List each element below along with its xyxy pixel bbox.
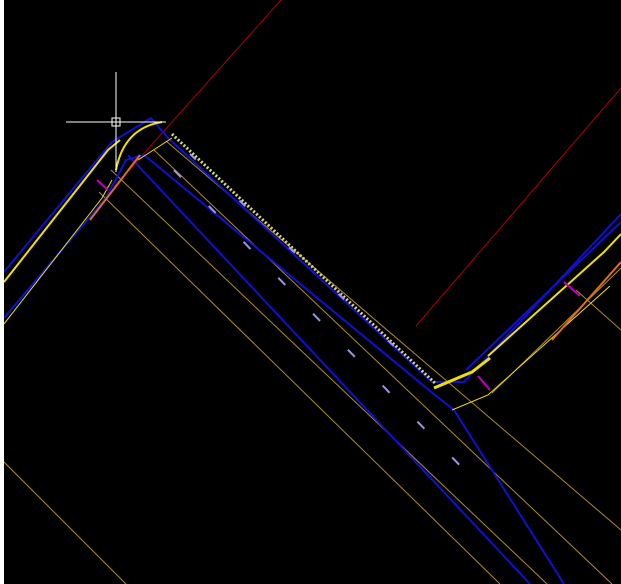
tan-parallel-line[interactable] [4,461,127,584]
dashed-centerline[interactable] [189,153,431,381]
tan-parallel-line[interactable] [110,169,548,584]
dashed-hatch-line[interactable] [170,132,438,386]
yellow-edge-polyline[interactable] [487,233,621,357]
yellow-edge-polyline[interactable] [451,285,611,411]
blue-boundary-polyline[interactable] [4,153,565,584]
blue-diagonal-line[interactable] [127,154,531,584]
yellow-arc[interactable] [115,121,163,171]
tan-parallel-line[interactable] [153,149,613,584]
yellow-edge-polyline[interactable] [433,356,491,390]
orange-segment[interactable] [89,154,141,221]
blue-boundary-line[interactable] [465,221,621,371]
tan-parallel-line[interactable] [575,289,621,331]
yellow-edge-line[interactable] [137,137,173,161]
magenta-segment[interactable] [477,375,491,391]
tan-parallel-line[interactable] [98,191,501,584]
dashed-centerline[interactable] [173,169,475,481]
cad-drawing-viewport[interactable] [4,0,621,584]
yellow-edge-polyline[interactable] [4,139,121,283]
drawing-canvas[interactable] [4,0,621,584]
red-construction-line[interactable] [415,87,621,327]
magenta-segment[interactable] [96,179,109,191]
orange-segment[interactable] [551,261,621,341]
blue-boundary-polyline[interactable] [4,116,621,383]
magenta-segment[interactable] [563,281,581,297]
yellow-edge-polyline[interactable] [4,179,113,325]
